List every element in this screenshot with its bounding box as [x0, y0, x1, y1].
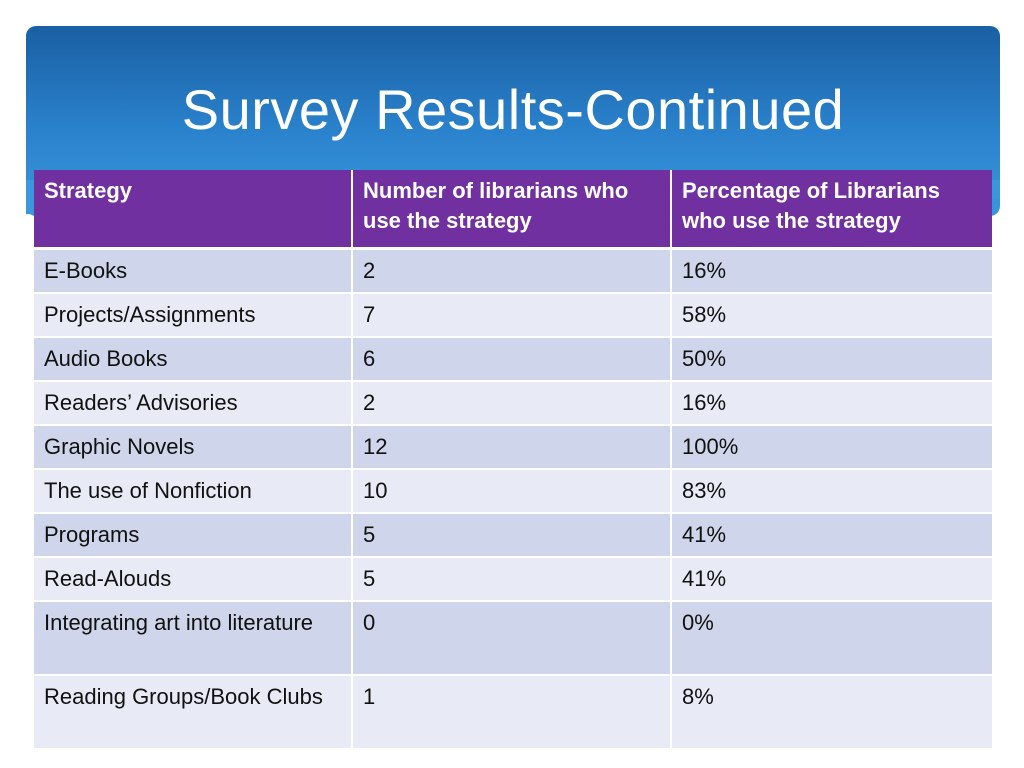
- table-row: Integrating art into literature 0 0%: [34, 600, 992, 676]
- table-row: Programs 5 41%: [34, 512, 992, 558]
- number-cell: 10: [352, 468, 672, 514]
- number-cell: 2: [352, 380, 672, 426]
- table-row: Read-Alouds 5 41%: [34, 556, 992, 602]
- number-cell: 5: [352, 512, 672, 558]
- slide-title: Survey Results-Continued: [181, 78, 845, 141]
- table-row: The use of Nonfiction 10 83%: [34, 468, 992, 514]
- percentage-cell: 58%: [671, 292, 992, 338]
- strategy-cell: The use of Nonfiction: [34, 468, 353, 514]
- table-row: Projects/Assignments 7 58%: [34, 292, 992, 338]
- strategy-cell: Readers’ Advisories: [34, 380, 353, 426]
- percentage-cell: 16%: [671, 380, 992, 426]
- number-cell: 1: [352, 674, 672, 750]
- number-cell: 0: [352, 600, 672, 676]
- strategy-cell: Audio Books: [34, 336, 353, 382]
- header-percentage: Percentage of Librarians who use the str…: [671, 170, 992, 250]
- number-cell: 12: [352, 424, 672, 470]
- strategy-cell: E-Books: [34, 248, 353, 294]
- percentage-cell: 41%: [671, 512, 992, 558]
- strategy-cell: Integrating art into literature: [34, 600, 353, 676]
- strategy-cell: Read-Alouds: [34, 556, 353, 602]
- table-row: Audio Books 6 50%: [34, 336, 992, 382]
- strategy-cell: Programs: [34, 512, 353, 558]
- percentage-cell: 41%: [671, 556, 992, 602]
- percentage-cell: 0%: [671, 600, 992, 676]
- table-row: Graphic Novels 12 100%: [34, 424, 992, 470]
- strategy-cell: Graphic Novels: [34, 424, 353, 470]
- number-cell: 6: [352, 336, 672, 382]
- table-row: E-Books 2 16%: [34, 248, 992, 294]
- number-cell: 7: [352, 292, 672, 338]
- header-strategy: Strategy: [34, 170, 353, 250]
- percentage-cell: 8%: [671, 674, 992, 750]
- header-number: Number of librarians who use the strateg…: [352, 170, 672, 250]
- percentage-cell: 16%: [671, 248, 992, 294]
- percentage-cell: 50%: [671, 336, 992, 382]
- percentage-cell: 83%: [671, 468, 992, 514]
- strategy-cell: Projects/Assignments: [34, 292, 353, 338]
- survey-table: Strategy Number of librarians who use th…: [34, 170, 992, 750]
- table-header-row: Strategy Number of librarians who use th…: [34, 170, 992, 250]
- strategy-cell: Reading Groups/Book Clubs: [34, 674, 353, 750]
- table-row: Reading Groups/Book Clubs 1 8%: [34, 674, 992, 750]
- number-cell: 2: [352, 248, 672, 294]
- number-cell: 5: [352, 556, 672, 602]
- table-row: Readers’ Advisories 2 16%: [34, 380, 992, 426]
- percentage-cell: 100%: [671, 424, 992, 470]
